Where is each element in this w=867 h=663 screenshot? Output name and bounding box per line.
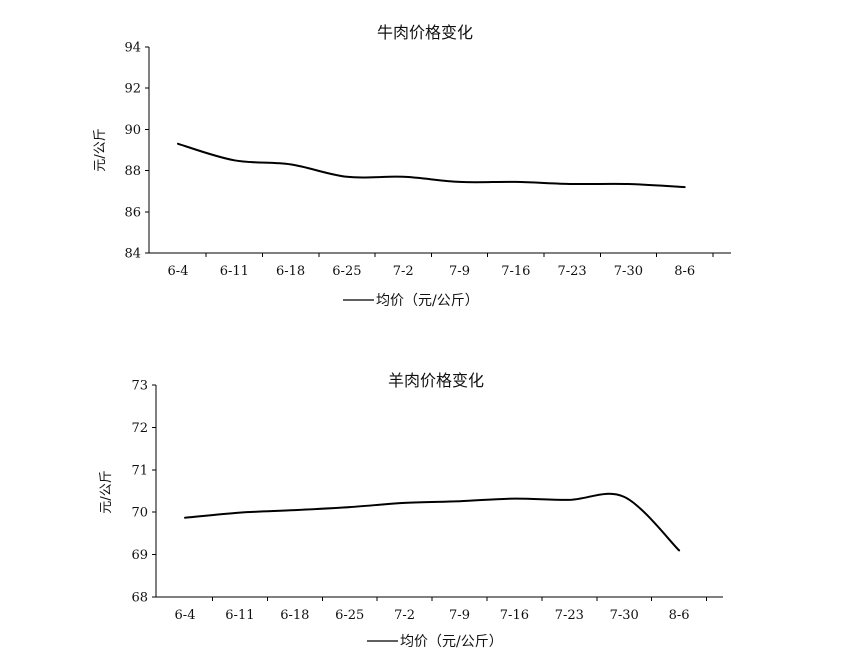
beef-x-tick-label: 6-4 bbox=[168, 264, 189, 279]
beef-y-tick-label: 90 bbox=[124, 123, 141, 138]
beef-x-tick-label: 8-6 bbox=[674, 264, 695, 279]
lamb-x-tick-labels: 6-4 6-11 6-18 6-25 7-2 7-9 7-16 7-23 7-30 8-6 bbox=[175, 608, 690, 623]
lamb-series-line bbox=[184, 492, 681, 552]
beef-y-tick-label: 86 bbox=[124, 205, 141, 220]
beef-x-tick-label: 7-16 bbox=[501, 264, 530, 279]
lamb-y-tick-label: 70 bbox=[131, 506, 148, 521]
lamb-y-tick-labels: 68 69 70 71 72 73 bbox=[131, 379, 148, 606]
lamb-price-chart: 羊肉价格变化 元/公斤 68 69 70 71 72 73 6-4 6-11 6-18 6-25… bbox=[99, 371, 723, 650]
beef-x-tick-label: 7-9 bbox=[449, 264, 470, 279]
beef-x-tick-labels: 6-4 6-11 6-18 6-25 7-2 7-9 7-16 7-23 7-30 8-6 bbox=[168, 264, 696, 279]
beef-legend: 均价（元/公斤） bbox=[343, 293, 479, 309]
beef-y-axis-label: 元/公斤 bbox=[93, 128, 108, 171]
lamb-y-tick-label: 69 bbox=[131, 548, 148, 563]
lamb-x-tick-label: 6-4 bbox=[175, 608, 196, 623]
beef-y-tick-label: 88 bbox=[124, 164, 141, 179]
beef-x-tick-label: 6-18 bbox=[276, 264, 305, 279]
beef-x-tick-label: 7-23 bbox=[557, 264, 586, 279]
lamb-legend: 均价（元/公斤） bbox=[367, 634, 503, 650]
lamb-x-tick-label: 6-18 bbox=[280, 608, 309, 623]
lamb-x-tick-label: 7-2 bbox=[394, 608, 415, 623]
lamb-x-tick-label: 6-25 bbox=[335, 608, 364, 623]
beef-axes bbox=[145, 46, 731, 257]
lamb-x-tick-label: 7-30 bbox=[610, 608, 639, 623]
lamb-x-tick-label: 8-6 bbox=[669, 608, 690, 623]
lamb-y-tick-label: 71 bbox=[131, 463, 148, 478]
beef-x-tick-label: 7-2 bbox=[393, 264, 414, 279]
beef-y-tick-label: 92 bbox=[124, 82, 141, 97]
beef-price-chart: 牛肉价格变化 元/公斤 84 86 88 90 92 94 6-4 6-11 6-18 6-25… bbox=[93, 23, 731, 309]
beef-x-tick-label: 7-30 bbox=[614, 264, 643, 279]
lamb-legend-label: 均价（元/公斤） bbox=[400, 634, 503, 650]
beef-y-tick-label: 84 bbox=[124, 247, 141, 262]
lamb-y-tick-label: 68 bbox=[131, 591, 148, 606]
beef-y-tick-label: 94 bbox=[124, 41, 141, 56]
lamb-x-tick-label: 7-16 bbox=[500, 608, 529, 623]
beef-y-tick-labels: 84 86 88 90 92 94 bbox=[124, 41, 141, 262]
lamb-y-axis-label: 元/公斤 bbox=[99, 470, 114, 513]
lamb-x-tick-label: 7-23 bbox=[555, 608, 584, 623]
beef-x-tick-label: 6-25 bbox=[332, 264, 361, 279]
lamb-y-tick-label: 72 bbox=[131, 421, 148, 436]
lamb-x-tick-label: 7-9 bbox=[449, 608, 470, 623]
lamb-x-tick-label: 6-11 bbox=[225, 608, 254, 623]
beef-series-line bbox=[177, 142, 686, 189]
lamb-axes bbox=[152, 384, 723, 601]
beef-x-tick-label: 6-11 bbox=[220, 264, 249, 279]
lamb-y-tick-label: 73 bbox=[131, 379, 148, 394]
lamb-chart-title: 羊肉价格变化 bbox=[388, 371, 484, 390]
beef-legend-label: 均价（元/公斤） bbox=[376, 293, 479, 309]
beef-chart-title: 牛肉价格变化 bbox=[377, 23, 473, 42]
